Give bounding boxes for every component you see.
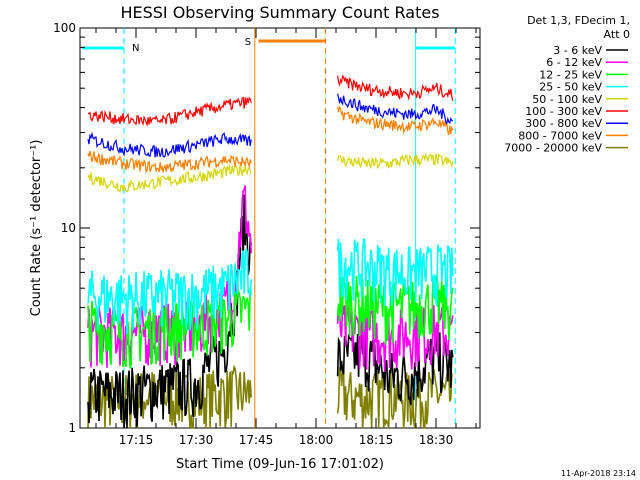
x-tick-label: 18:30 xyxy=(419,433,454,447)
legend-header-line1: Det 1,3, FDecim 1, xyxy=(527,14,630,27)
series-line xyxy=(87,163,252,194)
series-line xyxy=(87,194,252,429)
y-tick-label: 1 xyxy=(68,421,76,435)
legend-entry-label: 50 - 100 keV xyxy=(532,93,602,106)
x-tick-label: 17:15 xyxy=(119,433,154,447)
night-flag-label: N xyxy=(132,43,139,54)
series-line xyxy=(336,330,454,406)
series-line xyxy=(87,248,252,335)
y-tick-label: 100 xyxy=(53,21,76,35)
legend-entry-label: 100 - 300 keV xyxy=(525,105,602,118)
legend-entry-label: 12 - 25 keV xyxy=(539,68,602,81)
x-tick-label: 18:00 xyxy=(299,433,334,447)
series-line xyxy=(337,74,454,101)
series-line xyxy=(336,301,454,372)
legend-entry-label: 7000 - 20000 keV xyxy=(504,142,602,155)
x-tick-label: 18:15 xyxy=(359,433,394,447)
series-line xyxy=(337,152,454,170)
y-tick-label: 10 xyxy=(61,221,76,235)
legend-entry-label: 800 - 7000 keV xyxy=(518,129,602,142)
saa-flag-label: S xyxy=(245,37,251,48)
legend-entry-label: 25 - 50 keV xyxy=(539,81,602,94)
series-line xyxy=(337,93,454,125)
series-line xyxy=(336,238,454,307)
y-axis-label: Count Rate (s⁻¹ detector⁻¹) xyxy=(29,140,44,317)
legend-entry-label: 3 - 6 keV xyxy=(553,44,602,57)
legend-entry-label: 6 - 12 keV xyxy=(546,56,602,69)
series-line xyxy=(87,131,252,158)
legend-header-line2: Att 0 xyxy=(604,28,630,41)
series-line xyxy=(87,150,252,174)
legend-entry-label: 300 - 800 keV xyxy=(525,117,602,130)
series-line xyxy=(87,96,252,127)
footer-timestamp: 11-Apr-2018 23:14 xyxy=(561,469,636,478)
x-tick-label: 17:30 xyxy=(179,433,214,447)
x-axis-label: Start Time (09-Jun-16 17:01:02) xyxy=(176,457,384,472)
chart-title: HESSI Observing Summary Count Rates xyxy=(120,3,439,22)
x-tick-label: 17:45 xyxy=(239,433,274,447)
series-line xyxy=(337,105,454,136)
